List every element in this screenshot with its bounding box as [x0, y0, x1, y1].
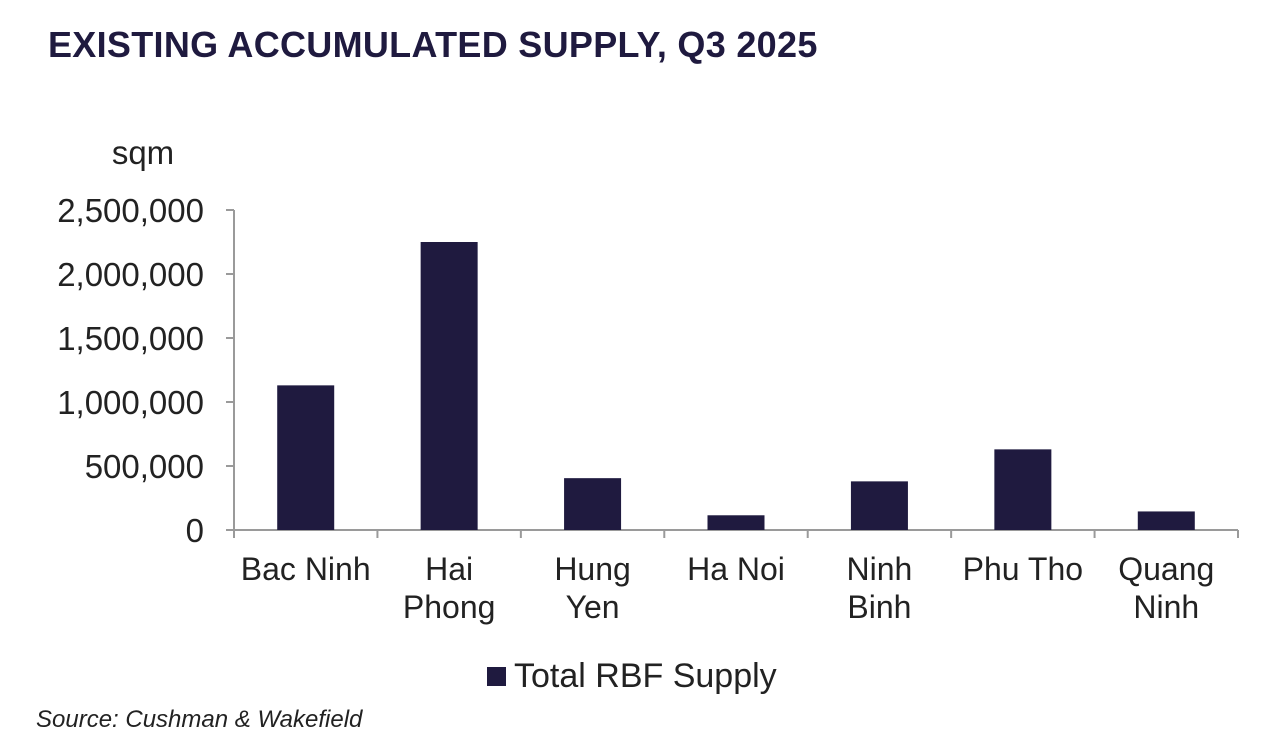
bar	[850, 481, 908, 530]
x-tick-label-line: Quang	[1118, 551, 1214, 587]
x-tick-label: Phu Tho	[963, 551, 1083, 587]
x-tick-label: Quang Ninh	[1118, 551, 1214, 625]
y-tick-label: 500,000	[85, 448, 204, 485]
x-tick-label-line: Binh	[847, 589, 911, 625]
x-tick-label: Bac Ninh	[241, 551, 371, 587]
x-tick-label-line: Hai	[425, 551, 473, 587]
x-tick-label-line: Ha Noi	[687, 551, 785, 587]
x-tick-label-line: Phu Tho	[963, 551, 1083, 587]
bar	[277, 385, 335, 530]
bar	[564, 478, 622, 530]
chart-title: EXISTING ACCUMULATED SUPPLY, Q3 2025	[48, 24, 818, 65]
x-tick-label-line: Ninh	[847, 551, 913, 587]
bar	[420, 242, 478, 530]
x-tick-label: Ha Noi	[687, 551, 785, 587]
x-tick-label: Hai Phong	[403, 551, 496, 625]
x-tick-label: Ninh Binh	[847, 551, 913, 625]
x-tick-label-line: Yen	[566, 589, 620, 625]
y-tick-label: 1,000,000	[57, 384, 204, 421]
legend-swatch	[487, 667, 506, 686]
x-tick-label-line: Ninh	[1133, 589, 1199, 625]
legend-label: Total RBF Supply	[514, 657, 777, 695]
bar	[1137, 511, 1195, 530]
y-tick-label: 1,500,000	[57, 320, 204, 357]
y-tick-label: 0	[186, 512, 204, 549]
x-tick-label-line: Phong	[403, 589, 496, 625]
x-tick-label-line: Hung	[554, 551, 631, 587]
y-axis-label: sqm	[112, 134, 174, 171]
y-tick-label: 2,500,000	[57, 192, 204, 229]
bar	[994, 449, 1052, 530]
x-tick-label-line: Bac Ninh	[241, 551, 371, 587]
y-tick-label: 2,000,000	[57, 256, 204, 293]
x-tick-label: Hung Yen	[554, 551, 631, 625]
source-note: Source: Cushman & Wakefield	[36, 706, 363, 733]
bar	[707, 515, 765, 530]
